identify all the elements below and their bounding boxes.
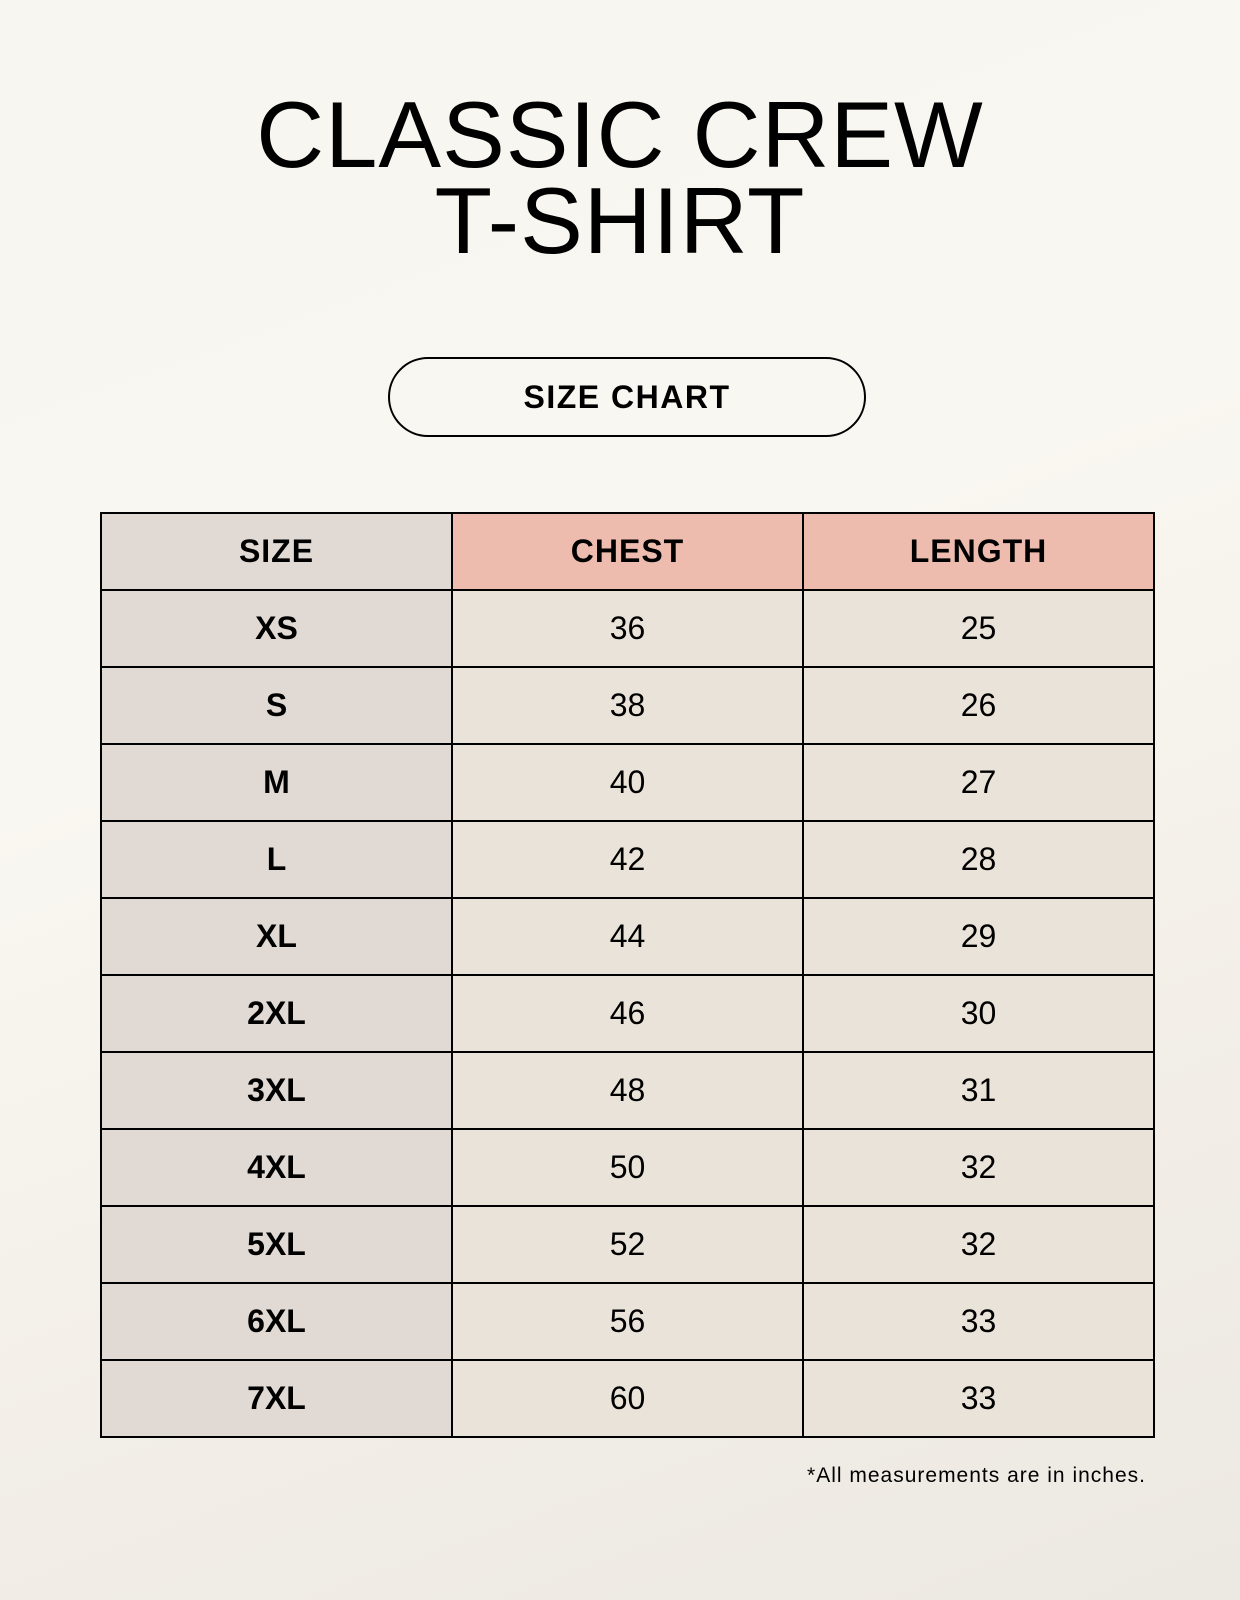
header-chest: CHEST <box>451 512 804 591</box>
size-cell: S <box>100 666 453 745</box>
table-row: 7XL 60 33 <box>100 1359 1155 1438</box>
table-row: XS 36 25 <box>100 589 1155 668</box>
table-row: 6XL 56 33 <box>100 1282 1155 1361</box>
chest-cell: 42 <box>451 820 804 899</box>
length-cell: 33 <box>802 1359 1155 1438</box>
size-cell: XS <box>100 589 453 668</box>
chest-cell: 56 <box>451 1282 804 1361</box>
size-cell: 3XL <box>100 1051 453 1130</box>
size-table: SIZE CHEST LENGTH XS 36 25 S 38 26 M 40 27 L 42 28 X… <box>100 512 1155 1438</box>
header-size: SIZE <box>100 512 453 591</box>
length-cell: 32 <box>802 1205 1155 1284</box>
chest-cell: 40 <box>451 743 804 822</box>
footnote: *All measurements are in inches. <box>807 1464 1146 1487</box>
chest-cell: 52 <box>451 1205 804 1284</box>
table-row: S 38 26 <box>100 666 1155 745</box>
length-cell: 31 <box>802 1051 1155 1130</box>
length-cell: 26 <box>802 666 1155 745</box>
length-cell: 28 <box>802 820 1155 899</box>
title-line-1: CLASSIC CREW <box>256 82 984 187</box>
title-line-2: T-SHIRT <box>434 168 806 273</box>
size-cell: XL <box>100 897 453 976</box>
chest-cell: 50 <box>451 1128 804 1207</box>
length-cell: 25 <box>802 589 1155 668</box>
table-row: M 40 27 <box>100 743 1155 822</box>
chest-cell: 38 <box>451 666 804 745</box>
page-title: CLASSIC CREW T-SHIRT <box>0 82 1240 273</box>
chest-cell: 36 <box>451 589 804 668</box>
header-length: LENGTH <box>802 512 1155 591</box>
table-row: 3XL 48 31 <box>100 1051 1155 1130</box>
table-row: L 42 28 <box>100 820 1155 899</box>
length-cell: 33 <box>802 1282 1155 1361</box>
table-row: XL 44 29 <box>100 897 1155 976</box>
length-cell: 32 <box>802 1128 1155 1207</box>
size-cell: 4XL <box>100 1128 453 1207</box>
size-cell: 5XL <box>100 1205 453 1284</box>
table-header-row: SIZE CHEST LENGTH <box>100 512 1155 591</box>
chest-cell: 46 <box>451 974 804 1053</box>
table-row: 2XL 46 30 <box>100 974 1155 1053</box>
length-cell: 30 <box>802 974 1155 1053</box>
table-row: 5XL 52 32 <box>100 1205 1155 1284</box>
size-cell: L <box>100 820 453 899</box>
length-cell: 27 <box>802 743 1155 822</box>
chest-cell: 44 <box>451 897 804 976</box>
size-cell: 7XL <box>100 1359 453 1438</box>
table-row: 4XL 50 32 <box>100 1128 1155 1207</box>
chest-cell: 48 <box>451 1051 804 1130</box>
size-cell: M <box>100 743 453 822</box>
size-chart-badge: SIZE CHART <box>388 357 866 437</box>
size-cell: 2XL <box>100 974 453 1053</box>
size-cell: 6XL <box>100 1282 453 1361</box>
length-cell: 29 <box>802 897 1155 976</box>
chest-cell: 60 <box>451 1359 804 1438</box>
